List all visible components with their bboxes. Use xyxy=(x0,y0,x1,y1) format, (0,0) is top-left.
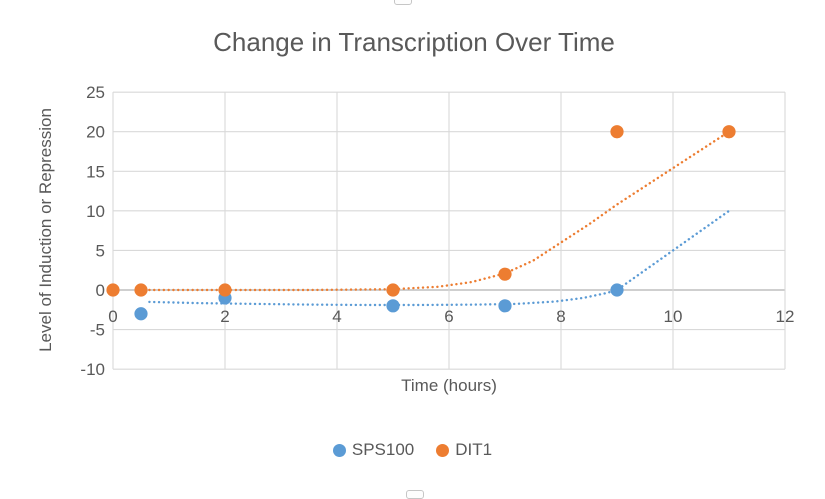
data-point-SPS100[interactable] xyxy=(386,299,400,313)
x-tick-label[interactable]: 8 xyxy=(556,307,565,326)
trend-line-DIT1[interactable] xyxy=(148,130,731,292)
y-tick-label[interactable]: 5 xyxy=(96,241,105,260)
x-axis-title[interactable]: Time (hours) xyxy=(401,376,497,395)
x-tick-label[interactable]: 0 xyxy=(108,307,117,326)
y-tick-label[interactable]: 25 xyxy=(86,83,105,102)
legend-item-DIT1[interactable]: DIT1 xyxy=(436,440,492,460)
y-tick-label[interactable]: 10 xyxy=(86,202,105,221)
data-point-SPS100[interactable] xyxy=(498,299,512,313)
chart-title[interactable]: Change in Transcription Over Time xyxy=(213,27,615,57)
legend: SPS100 DIT1 xyxy=(0,440,825,460)
legend-marker-icon xyxy=(436,443,450,457)
y-tick-label[interactable]: 0 xyxy=(96,281,105,300)
x-tick-label[interactable]: 6 xyxy=(444,307,453,326)
y-tick-label[interactable]: 20 xyxy=(86,123,105,142)
legend-label: SPS100 xyxy=(351,440,415,459)
legend-marker-icon xyxy=(332,443,346,457)
x-tick-label[interactable]: 10 xyxy=(664,307,683,326)
y-tick-label[interactable]: -5 xyxy=(90,321,105,340)
data-point-DIT1[interactable] xyxy=(106,283,120,297)
data-point-SPS100[interactable] xyxy=(134,307,148,321)
y-tick-label[interactable]: 15 xyxy=(86,162,105,181)
x-tick-label[interactable]: 4 xyxy=(332,307,341,326)
x-tick-label[interactable]: 2 xyxy=(220,307,229,326)
x-tick-label[interactable]: 12 xyxy=(776,307,795,326)
data-point-DIT1[interactable] xyxy=(386,283,400,297)
y-axis-title[interactable]: Level of Induction or Repression xyxy=(36,108,55,352)
legend-label: DIT1 xyxy=(455,440,493,459)
y-tick-label[interactable]: -10 xyxy=(80,360,105,379)
data-point-DIT1[interactable] xyxy=(498,267,512,281)
data-point-DIT1[interactable] xyxy=(134,283,148,297)
trend-line-SPS100[interactable] xyxy=(148,209,731,307)
data-point-DIT1[interactable] xyxy=(218,283,232,297)
legend-item-SPS100[interactable]: SPS100 xyxy=(332,440,415,460)
data-point-DIT1[interactable] xyxy=(722,125,736,139)
data-point-DIT1[interactable] xyxy=(610,125,624,139)
chart-selection-handle-top[interactable] xyxy=(394,0,412,5)
data-point-SPS100[interactable] xyxy=(610,283,624,297)
